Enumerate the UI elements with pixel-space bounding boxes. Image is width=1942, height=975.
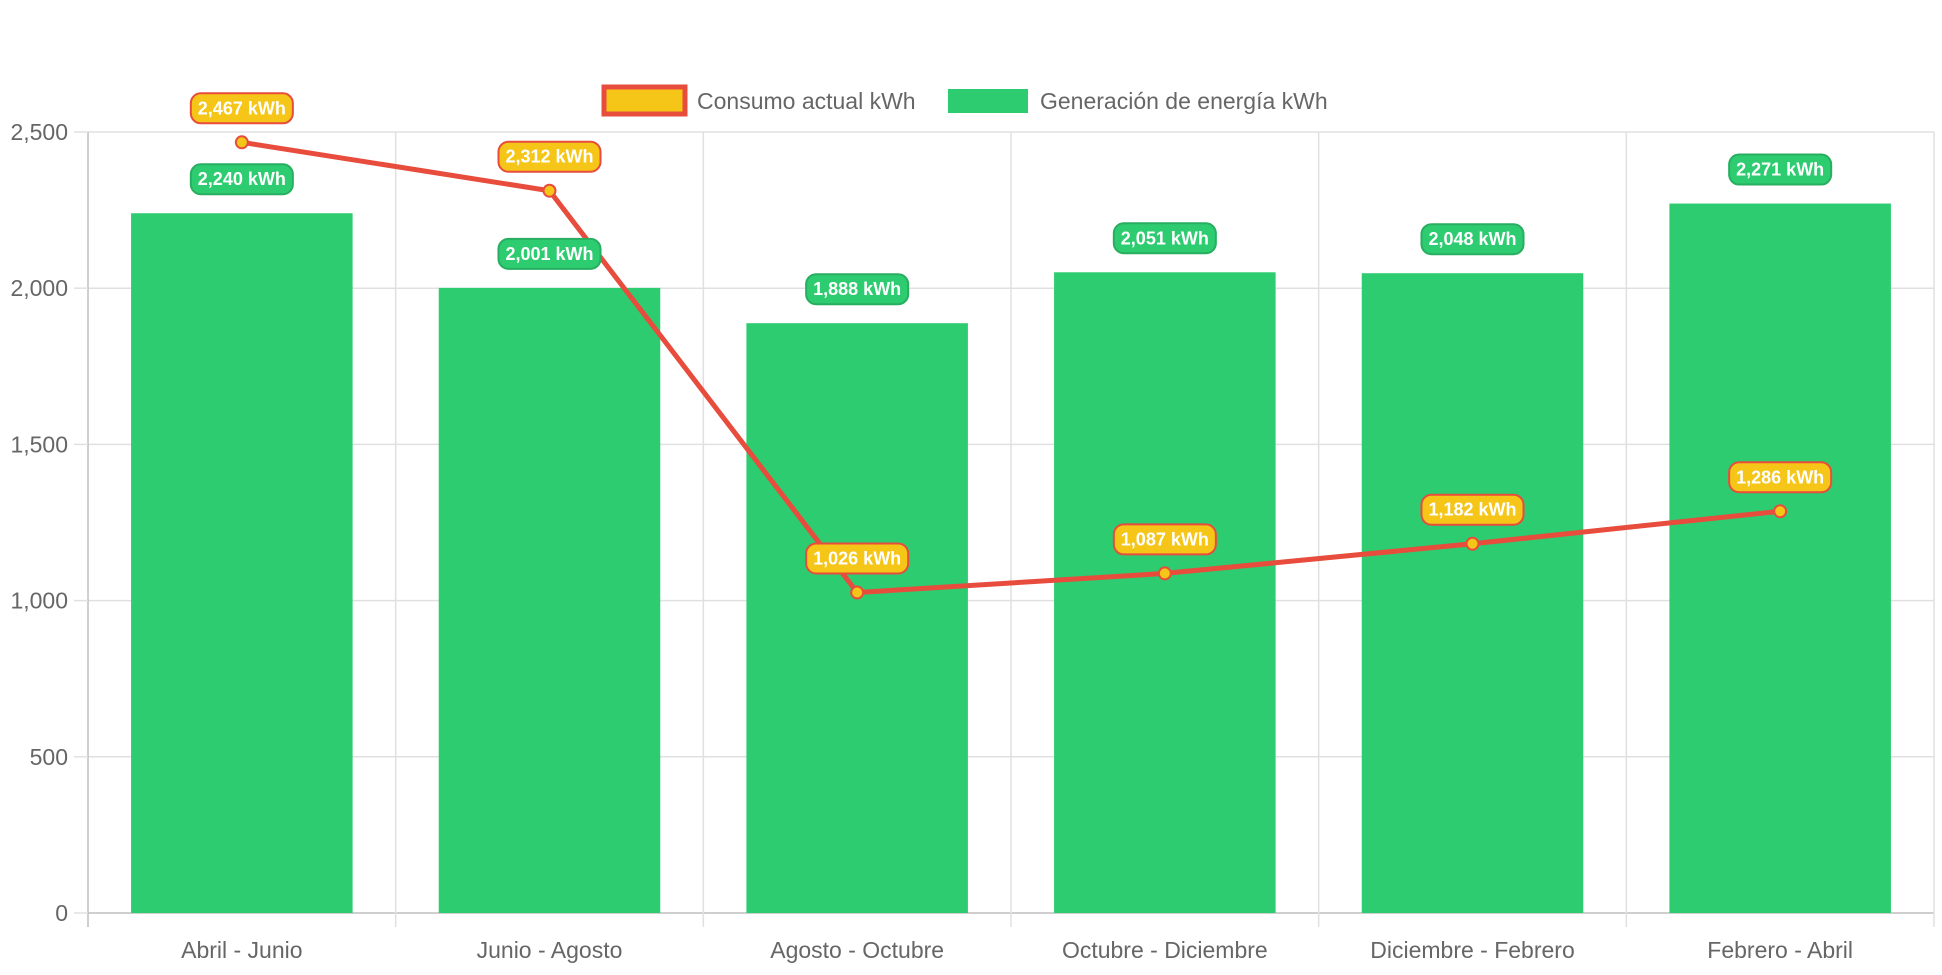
line-point — [1465, 536, 1480, 551]
bar-data-label: 2,001 kWh — [497, 237, 602, 270]
line-data-label-text: 2,312 kWh — [505, 147, 593, 167]
line-series-consumo — [234, 135, 1788, 600]
y-tick-label: 2,500 — [10, 119, 68, 145]
bar — [131, 213, 353, 913]
line-data-label-bg — [805, 542, 910, 575]
y-tick-label: 2,000 — [10, 275, 68, 301]
grid-lines — [87, 131, 1935, 927]
y-tick-label: 1,500 — [10, 431, 68, 457]
line-data-label-bg — [1112, 523, 1217, 556]
line-point — [542, 183, 557, 198]
y-tick-label: 500 — [30, 744, 68, 770]
bar-series-generacion — [131, 203, 1891, 914]
bar-data-label-text: 2,240 kWh — [198, 169, 286, 189]
bar — [1361, 273, 1584, 913]
line-data-label-text: 1,286 kWh — [1736, 467, 1824, 487]
bar-data-label: 1,888 kWh — [805, 273, 910, 306]
x-tick-label: Octubre - Diciembre — [1062, 937, 1268, 963]
y-tick-label: 0 — [55, 900, 68, 926]
x-tick-label: Diciembre - Febrero — [1370, 937, 1575, 963]
bar-data-label: 2,048 kWh — [1420, 223, 1525, 256]
bar-data-label-text: 2,001 kWh — [505, 244, 593, 264]
line-data-label-text: 2,467 kWh — [198, 98, 286, 118]
line-point — [850, 585, 865, 600]
line-data-label-bg — [1420, 493, 1525, 526]
legend-label-consumo[interactable]: Consumo actual kWh — [697, 88, 916, 114]
line-data-label: 2,312 kWh — [497, 140, 602, 173]
bar-data-label-bg — [1112, 222, 1217, 255]
line-data-label: 1,182 kWh — [1420, 493, 1525, 526]
bar — [746, 323, 968, 913]
axes: 0 500 1,000 1,500 2,000 2,500 Abril - Junio Jun… — [10, 119, 1853, 963]
bar-data-label-text: 1,888 kWh — [813, 279, 901, 299]
bar-data-label-text: 2,271 kWh — [1736, 160, 1824, 180]
bar-data-label: 2,240 kWh — [189, 163, 294, 196]
bar-data-label-bg — [497, 237, 602, 270]
bar-data-label-bg — [1728, 153, 1833, 186]
bar — [438, 287, 661, 914]
line-data-label-text: 1,026 kWh — [813, 548, 901, 568]
line-data-label-bg — [1728, 461, 1833, 494]
data-labels: 2,240 kWh 2,001 kWh 1,888 kWh 2,051 kWh 2,04… — [189, 92, 1833, 575]
x-tick-label: Abril - Junio — [181, 937, 302, 963]
line-data-label-text: 1,182 kWh — [1428, 500, 1516, 520]
line-data-label-bg — [497, 140, 602, 173]
legend-label-generacion[interactable]: Generación de energía kWh — [1040, 88, 1328, 114]
bar-data-label-bg — [189, 163, 294, 196]
line-data-label-text: 1,087 kWh — [1121, 529, 1209, 549]
legend-swatch-consumo[interactable] — [601, 84, 688, 117]
legend: Consumo actual kWh Generación de energía… — [601, 84, 1328, 117]
y-tick-label: 1,000 — [10, 588, 68, 614]
line-point — [1773, 504, 1788, 519]
line-point — [234, 135, 249, 150]
line-data-label: 1,087 kWh — [1112, 523, 1217, 556]
line-data-label-bg — [189, 92, 294, 125]
x-tick-label: Agosto - Octubre — [770, 937, 944, 963]
line-data-label: 1,026 kWh — [805, 542, 910, 575]
bar-data-label-bg — [1420, 223, 1525, 256]
bar-data-label-bg — [805, 273, 910, 306]
line-data-label: 2,467 kWh — [189, 92, 294, 125]
bar-data-label: 2,271 kWh — [1728, 153, 1833, 186]
bar — [1054, 272, 1276, 914]
line-data-label: 1,286 kWh — [1728, 461, 1833, 494]
bar — [1669, 203, 1891, 913]
line-point — [1157, 566, 1172, 581]
legend-swatch-generacion[interactable] — [948, 89, 1028, 113]
bar-data-label-text: 2,048 kWh — [1428, 229, 1516, 249]
x-tick-label: Febrero - Abril — [1707, 937, 1853, 963]
x-tick-label: Junio - Agosto — [477, 937, 623, 963]
bar-data-label-text: 2,051 kWh — [1121, 228, 1209, 248]
bar-data-label: 2,051 kWh — [1112, 222, 1217, 255]
line-path — [241, 139, 1781, 595]
